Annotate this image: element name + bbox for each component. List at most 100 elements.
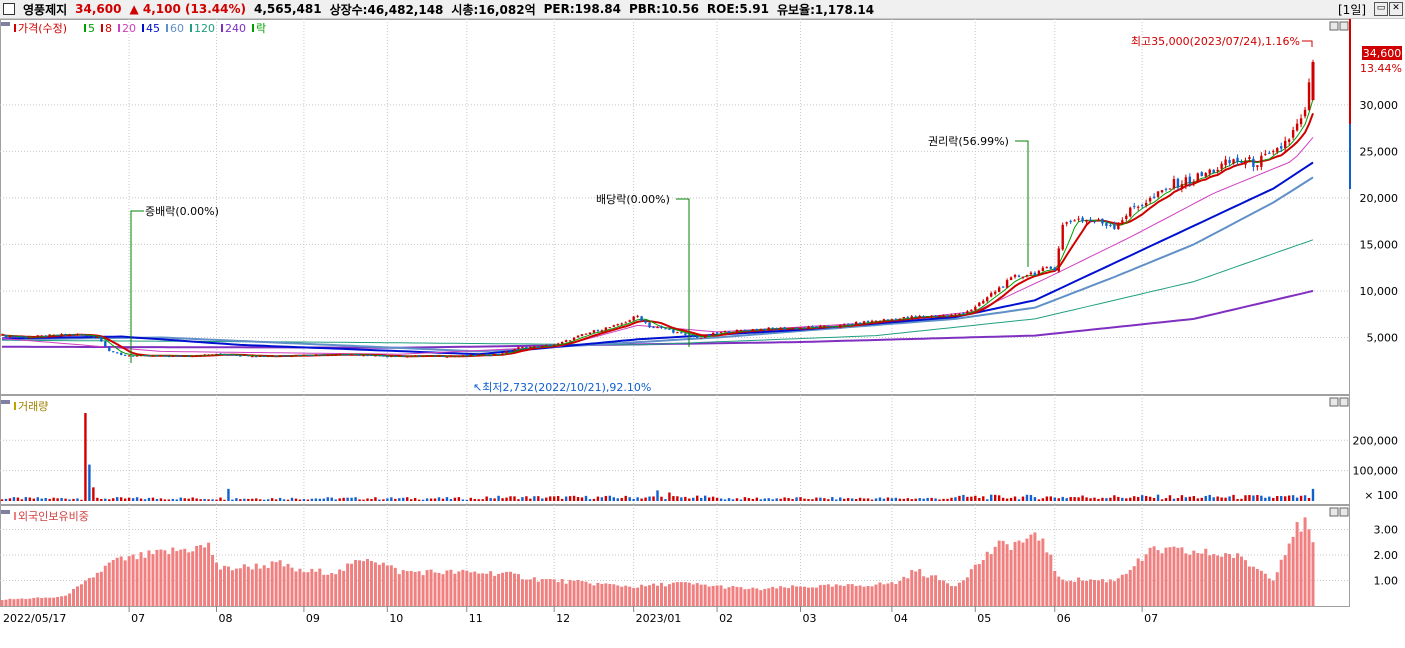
legend-volume[interactable]: 거래량 bbox=[18, 400, 48, 413]
volume-bar bbox=[978, 497, 981, 501]
panel-menu-icon[interactable] bbox=[1, 400, 10, 404]
volume-bar bbox=[88, 464, 91, 501]
candle-body bbox=[576, 335, 580, 338]
select-checkbox[interactable] bbox=[3, 3, 15, 15]
foreign-ratio-bar bbox=[191, 551, 195, 606]
foreign-ratio-bar bbox=[429, 569, 433, 606]
legend-item-60[interactable]: 60 bbox=[170, 22, 184, 35]
foreign-ratio-bar bbox=[572, 580, 576, 606]
volume-bar bbox=[112, 498, 115, 501]
volume-bar bbox=[390, 497, 393, 501]
candle-body bbox=[243, 354, 246, 356]
volume-minimize-icon[interactable] bbox=[1329, 397, 1339, 407]
foreign-ratio-bar bbox=[584, 581, 588, 606]
foreign-ratio-bar bbox=[1144, 554, 1148, 606]
candle-body bbox=[564, 340, 568, 342]
volume-bar bbox=[910, 499, 913, 501]
foreign-ratio-bar bbox=[306, 572, 310, 606]
panel-menu-icon[interactable] bbox=[1, 510, 10, 514]
volume-bar bbox=[1148, 496, 1152, 501]
legend-item-8[interactable]: 8 bbox=[105, 22, 112, 35]
volume-bar bbox=[1152, 497, 1156, 501]
candle-body bbox=[628, 320, 631, 322]
foreign-ratio-bar bbox=[131, 554, 135, 606]
candle-body bbox=[513, 349, 516, 351]
volume-bar bbox=[703, 495, 707, 501]
candle-body bbox=[1160, 190, 1164, 193]
foreign-ratio-bar bbox=[342, 570, 346, 606]
candle-body bbox=[274, 355, 278, 357]
candle-body bbox=[354, 354, 357, 356]
volume-close-icon[interactable] bbox=[1339, 397, 1349, 407]
volume-bar bbox=[203, 498, 206, 501]
foreign-ratio-bar bbox=[401, 570, 405, 606]
price-close-icon[interactable] bbox=[1339, 21, 1349, 31]
foreign-ratio-bar bbox=[802, 586, 806, 606]
candle-body bbox=[862, 321, 866, 325]
foreign-ratio-bar bbox=[1025, 538, 1029, 606]
volume-bar bbox=[239, 499, 242, 501]
foreign-close-icon[interactable] bbox=[1339, 507, 1349, 517]
volume-bar bbox=[147, 497, 151, 501]
price-range-bar bbox=[1349, 19, 1351, 189]
candle-body bbox=[731, 332, 735, 334]
panel-menu-icon[interactable] bbox=[1, 22, 10, 26]
volume-bar bbox=[1121, 497, 1124, 501]
volume-bar bbox=[1212, 497, 1215, 501]
legend-item-5[interactable]: 5 bbox=[88, 22, 95, 35]
restore-window-icon[interactable]: ▭ bbox=[1374, 2, 1388, 16]
foreign-ratio-bar bbox=[1247, 566, 1251, 606]
volume-bar bbox=[982, 496, 985, 501]
foreign-ratio-bar bbox=[56, 597, 60, 606]
foreign-ratio-bar bbox=[1168, 547, 1172, 606]
candle-body bbox=[1105, 223, 1108, 226]
candle-body bbox=[306, 354, 310, 356]
foreign-ratio-bar bbox=[290, 567, 294, 606]
volume-bar bbox=[1045, 496, 1049, 501]
foreign-ratio-bar bbox=[155, 549, 159, 606]
candle-body bbox=[1280, 146, 1283, 149]
volume-bar bbox=[819, 497, 822, 501]
legend-foreign[interactable]: 외국인보유비중 bbox=[18, 510, 89, 523]
candle-body bbox=[1053, 267, 1056, 271]
foreign-ratio-bar bbox=[179, 549, 183, 606]
candle-body bbox=[326, 354, 329, 356]
close-window-icon[interactable]: ✕ bbox=[1389, 2, 1403, 16]
candle-body bbox=[521, 347, 524, 349]
candle-body bbox=[608, 327, 612, 329]
period-selector[interactable]: [1일] bbox=[1338, 2, 1367, 17]
legend-item-45[interactable]: 45 bbox=[146, 22, 160, 35]
foreign-ratio-bar bbox=[997, 540, 1001, 606]
foreign-minimize-icon[interactable] bbox=[1329, 507, 1339, 517]
foreign-ratio-bar bbox=[1085, 580, 1089, 606]
volume-bar bbox=[370, 499, 373, 501]
legend-item-240[interactable]: 240 bbox=[225, 22, 246, 35]
candle-body bbox=[874, 320, 878, 322]
volume-bar bbox=[763, 498, 766, 501]
foreign-ratio-bar bbox=[1001, 540, 1005, 606]
price-minimize-icon[interactable] bbox=[1329, 21, 1339, 31]
candle-body bbox=[8, 336, 12, 338]
foreign-ratio-bar bbox=[1224, 553, 1228, 606]
candle-body bbox=[1125, 215, 1128, 220]
legend-item-price[interactable]: 가격(수정) bbox=[18, 22, 67, 35]
legend-item-락[interactable]: 락 bbox=[256, 22, 266, 35]
volume-bar bbox=[1268, 496, 1271, 501]
candle-body bbox=[1156, 191, 1160, 197]
candle-body bbox=[839, 324, 842, 328]
volume-unit-label: × 100 bbox=[1364, 489, 1398, 502]
volume-bar bbox=[719, 498, 723, 501]
x-axis-label: 07 bbox=[131, 612, 145, 625]
foreign-ratio-bar bbox=[485, 573, 489, 606]
volume-bar bbox=[580, 497, 584, 501]
candle-body bbox=[672, 329, 675, 333]
foreign-ratio-bar bbox=[1216, 555, 1220, 606]
legend-item-120[interactable]: 120 bbox=[194, 22, 215, 35]
legend-item-20[interactable]: 20 bbox=[122, 22, 136, 35]
volume-bar bbox=[72, 498, 75, 501]
foreign-ratio-bar bbox=[505, 571, 509, 606]
foreign-ratio-bar bbox=[926, 577, 930, 606]
candle-body bbox=[453, 356, 457, 358]
volume-bar bbox=[378, 499, 381, 501]
foreign-ratio-bar bbox=[99, 571, 103, 606]
